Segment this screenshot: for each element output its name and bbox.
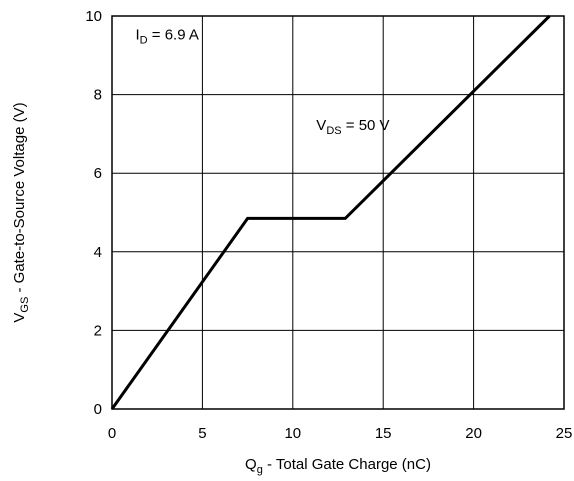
id-label: ID = 6.9 A (136, 27, 199, 47)
x-tick-label: 10 (284, 425, 301, 442)
y-tick-label: 4 (94, 244, 102, 261)
grid (111, 15, 565, 410)
x-tick-label: 5 (198, 425, 206, 442)
y-axis-title: VGS - Gate-to-Source Voltage (V) (11, 102, 31, 322)
x-tick-label: 20 (465, 425, 482, 442)
x-tick-labels: 0 5 10 15 20 25 (108, 425, 573, 442)
series-line (110, 14, 551, 410)
annotations: ID = 6.9 A VDS = 50 V (136, 27, 390, 137)
plot-frame (111, 15, 565, 410)
y-tick-label: 6 (94, 165, 102, 182)
series-group (110, 14, 551, 410)
x-tick-label: 25 (556, 425, 573, 442)
y-tick-label: 0 (94, 401, 102, 418)
y-tick-label: 2 (94, 322, 102, 339)
y-tick-label: 10 (85, 8, 102, 25)
x-axis-title: Qg - Total Gate Charge (nC) (245, 456, 431, 476)
y-tick-label: 8 (94, 87, 102, 104)
x-tick-label: 15 (375, 425, 392, 442)
x-tick-label: 0 (108, 425, 116, 442)
vds-label: VDS = 50 V (316, 117, 389, 137)
y-tick-labels: 0 2 4 6 8 10 (85, 8, 102, 418)
